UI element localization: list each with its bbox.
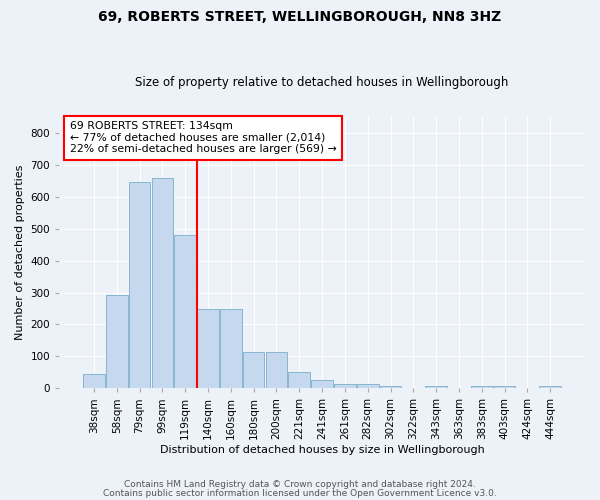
Bar [357,384,379,388]
Text: Contains public sector information licensed under the Open Government Licence v3: Contains public sector information licen… [103,490,497,498]
Bar [266,352,287,389]
Bar [152,178,173,388]
Bar [197,308,219,388]
Bar [425,386,447,388]
Bar [334,384,356,388]
Bar [289,372,310,388]
Bar [471,386,493,388]
Bar [243,352,265,389]
Bar [175,235,196,388]
Bar [494,386,515,388]
Bar [380,386,401,388]
Text: 69 ROBERTS STREET: 134sqm
← 77% of detached houses are smaller (2,014)
22% of se: 69 ROBERTS STREET: 134sqm ← 77% of detac… [70,121,337,154]
Text: Contains HM Land Registry data © Crown copyright and database right 2024.: Contains HM Land Registry data © Crown c… [124,480,476,489]
Text: 69, ROBERTS STREET, WELLINGBOROUGH, NN8 3HZ: 69, ROBERTS STREET, WELLINGBOROUGH, NN8 … [98,10,502,24]
Y-axis label: Number of detached properties: Number of detached properties [15,165,25,340]
Bar [129,182,151,388]
Bar [220,308,242,388]
Bar [539,386,561,388]
Title: Size of property relative to detached houses in Wellingborough: Size of property relative to detached ho… [136,76,509,90]
Bar [83,374,105,388]
X-axis label: Distribution of detached houses by size in Wellingborough: Distribution of detached houses by size … [160,445,484,455]
Bar [311,380,333,388]
Bar [106,295,128,388]
